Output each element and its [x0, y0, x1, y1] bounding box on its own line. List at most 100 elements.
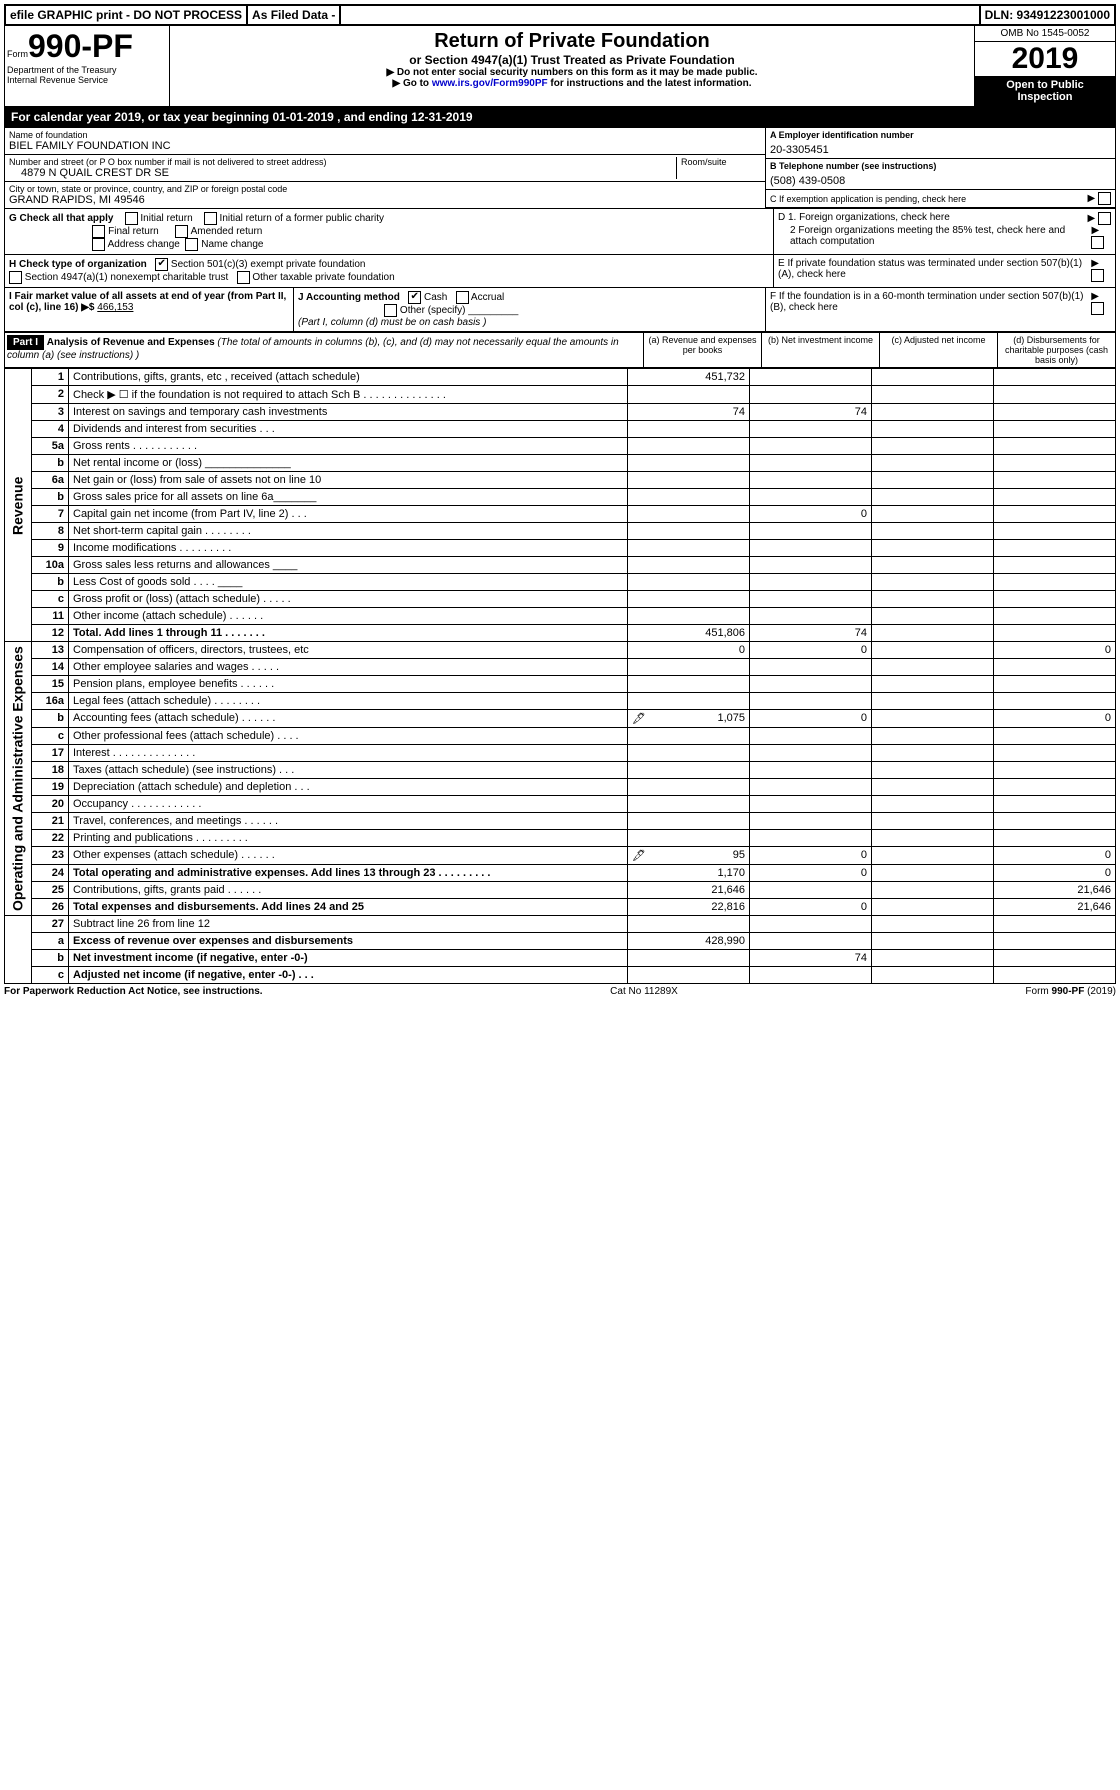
amt-cell: [994, 813, 1116, 830]
chk-cash[interactable]: ✔: [408, 291, 421, 304]
line-desc: Other employee salaries and wages . . . …: [69, 659, 628, 676]
addr-cell: Number and street (or P O box number if …: [5, 155, 765, 182]
amt-cell: 21,646: [628, 882, 750, 899]
line-desc: Excess of revenue over expenses and disb…: [69, 933, 628, 950]
table-row: bAccounting fees (attach schedule) . . .…: [5, 710, 1116, 728]
amt-cell: [628, 455, 750, 472]
amt-cell: [872, 591, 994, 608]
amt-cell: [750, 591, 872, 608]
chk-d2[interactable]: [1091, 236, 1104, 249]
line-num: 6a: [32, 472, 69, 489]
amt-cell: [994, 574, 1116, 591]
amt-cell: 21,646: [994, 899, 1116, 916]
amt-cell: [872, 865, 994, 882]
col-a-hdr: (a) Revenue and expenses per books: [643, 333, 761, 367]
table-row: 24Total operating and administrative exp…: [5, 865, 1116, 882]
chk-address[interactable]: [92, 238, 105, 251]
table-row: bLess Cost of goods sold . . . . ____: [5, 574, 1116, 591]
line-num: 24: [32, 865, 69, 882]
open-public: Open to Public Inspection: [975, 76, 1115, 106]
line-desc: Less Cost of goods sold . . . . ____: [69, 574, 628, 591]
line-desc: Total expenses and disbursements. Add li…: [69, 899, 628, 916]
amt-cell: [628, 779, 750, 796]
line-desc: Interest on savings and temporary cash i…: [69, 404, 628, 421]
amt-cell: [750, 438, 872, 455]
footer-left: For Paperwork Reduction Act Notice, see …: [4, 986, 263, 997]
line-desc: Total. Add lines 1 through 11 . . . . . …: [69, 625, 628, 642]
line-desc: Net gain or (loss) from sale of assets n…: [69, 472, 628, 489]
table-row: 19Depreciation (attach schedule) and dep…: [5, 779, 1116, 796]
title-inst2: ▶ Go to www.irs.gov/Form990PF for instru…: [174, 78, 970, 89]
line-num: b: [32, 710, 69, 728]
table-row: 12Total. Add lines 1 through 11 . . . . …: [5, 625, 1116, 642]
amt-cell: [872, 710, 994, 728]
chk-501c3[interactable]: ✔: [155, 258, 168, 271]
table-row: 15Pension plans, employee benefits . . .…: [5, 676, 1116, 693]
footer-right: Form 990-PF (2019): [1025, 986, 1116, 997]
amt-cell: [872, 421, 994, 438]
amt-cell: [628, 540, 750, 557]
line-num: 27: [32, 916, 69, 933]
amt-cell: [994, 591, 1116, 608]
irs: Internal Revenue Service: [7, 75, 167, 85]
amt-cell: [628, 950, 750, 967]
amt-cell: [750, 728, 872, 745]
amt-cell: [994, 779, 1116, 796]
chk-initial[interactable]: [125, 212, 138, 225]
part1-header: Part I Analysis of Revenue and Expenses …: [4, 332, 1116, 368]
form-link[interactable]: www.irs.gov/Form990PF: [432, 78, 548, 89]
line-desc: Depreciation (attach schedule) and deple…: [69, 779, 628, 796]
line-num: 14: [32, 659, 69, 676]
amt-cell: [872, 659, 994, 676]
table-row: Revenue1Contributions, gifts, grants, et…: [5, 369, 1116, 386]
line-num: b: [32, 455, 69, 472]
f-row: F If the foundation is in a 60-month ter…: [766, 288, 1115, 331]
line-num: 10a: [32, 557, 69, 574]
table-row: cOther professional fees (attach schedul…: [5, 728, 1116, 745]
amt-cell: 451,806: [628, 625, 750, 642]
chk-other-tax[interactable]: [237, 271, 250, 284]
amt-cell: [994, 455, 1116, 472]
title-sub: or Section 4947(a)(1) Trust Treated as P…: [174, 53, 970, 67]
amt-cell: [994, 676, 1116, 693]
line-desc: Income modifications . . . . . . . . .: [69, 540, 628, 557]
info-lower: G Check all that apply Initial return In…: [4, 209, 1116, 332]
amt-cell: [872, 574, 994, 591]
amt-cell: [994, 421, 1116, 438]
amt-cell: [872, 745, 994, 762]
chk-amended[interactable]: [175, 225, 188, 238]
attach-icon[interactable]: 🖋: [632, 849, 646, 862]
table-row: 3Interest on savings and temporary cash …: [5, 404, 1116, 421]
efile-notice: efile GRAPHIC print - DO NOT PROCESS: [6, 6, 248, 24]
attach-icon[interactable]: 🖋: [632, 712, 646, 725]
amt-cell: [872, 967, 994, 984]
line-desc: Taxes (attach schedule) (see instruction…: [69, 762, 628, 779]
chk-d1[interactable]: [1098, 212, 1111, 225]
amt-cell: [628, 574, 750, 591]
line-desc: Capital gain net income (from Part IV, l…: [69, 506, 628, 523]
chk-accrual[interactable]: [456, 291, 469, 304]
line-desc: Gross sales less returns and allowances …: [69, 557, 628, 574]
amt-cell: 74: [750, 625, 872, 642]
amt-cell: [872, 472, 994, 489]
chk-e[interactable]: [1091, 269, 1104, 282]
chk-f[interactable]: [1091, 302, 1104, 315]
amt-cell: [750, 369, 872, 386]
amt-cell: [872, 506, 994, 523]
amt-cell: [872, 369, 994, 386]
amt-cell: [994, 762, 1116, 779]
amt-cell: [628, 489, 750, 506]
amt-cell: [628, 506, 750, 523]
amt-cell: [872, 386, 994, 404]
header-row: Form990-PF Department of the Treasury In…: [4, 26, 1116, 107]
table-row: 22Printing and publications . . . . . . …: [5, 830, 1116, 847]
chk-initial-former[interactable]: [204, 212, 217, 225]
amt-cell: [628, 745, 750, 762]
chk-final[interactable]: [92, 225, 105, 238]
chk-other-acct[interactable]: [384, 304, 397, 317]
chk-4947[interactable]: [9, 271, 22, 284]
check-c[interactable]: [1098, 192, 1111, 205]
col-b-hdr: (b) Net investment income: [761, 333, 879, 367]
amt-cell: [872, 899, 994, 916]
chk-name[interactable]: [185, 238, 198, 251]
